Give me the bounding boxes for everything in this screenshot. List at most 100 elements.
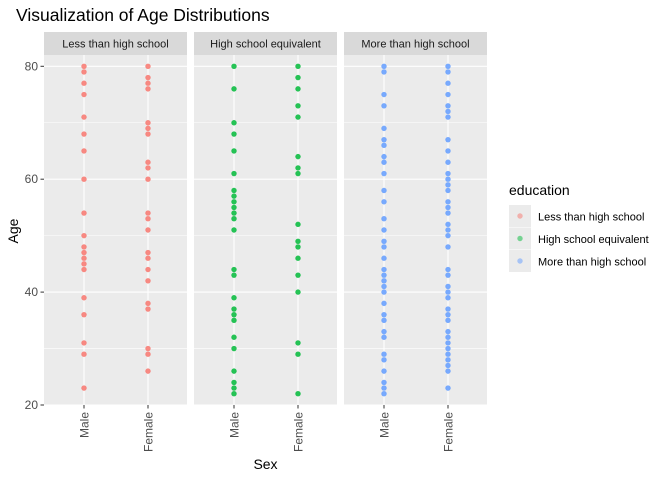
data-point — [381, 103, 387, 109]
facet-panel: High school equivalent Male Female — [194, 32, 337, 452]
data-point — [381, 142, 387, 149]
legend-title: education — [509, 182, 570, 198]
x-tick-label: Male — [228, 412, 242, 438]
data-point — [231, 379, 237, 386]
data-point — [445, 368, 451, 374]
legend-item: More than high school — [509, 250, 646, 272]
data-point — [295, 86, 301, 92]
y-axis-title: Age — [5, 218, 21, 243]
data-point — [445, 221, 451, 228]
data-point — [445, 176, 451, 182]
data-point — [145, 345, 151, 352]
data-point — [295, 255, 301, 261]
data-point — [295, 170, 301, 177]
data-point — [445, 159, 451, 165]
data-point — [381, 187, 387, 194]
data-point — [445, 182, 451, 188]
data-point — [81, 249, 87, 256]
y-tick-label: 20 — [25, 398, 39, 412]
data-point — [231, 385, 237, 391]
data-point — [145, 80, 151, 86]
data-point — [445, 289, 451, 295]
data-point — [445, 227, 451, 233]
data-point — [231, 170, 237, 177]
data-point — [445, 266, 451, 273]
data-point — [231, 120, 237, 126]
data-point — [145, 131, 151, 137]
data-point — [145, 227, 151, 233]
data-point — [145, 86, 151, 92]
data-point — [381, 255, 387, 261]
data-point — [145, 368, 151, 374]
data-point — [445, 69, 451, 75]
data-point — [445, 204, 451, 211]
data-point — [445, 199, 451, 205]
data-point — [381, 170, 387, 177]
data-point — [231, 131, 237, 137]
data-point — [81, 80, 87, 86]
facet-panel: Less than high school Male Female — [44, 32, 187, 452]
y-tick-label: 40 — [25, 285, 39, 299]
data-point — [381, 199, 387, 205]
x-tick-label: Female — [142, 412, 156, 452]
panel-background — [344, 55, 487, 405]
data-point — [381, 63, 387, 69]
data-point — [381, 379, 387, 386]
data-point — [381, 311, 387, 318]
data-point — [381, 227, 387, 233]
data-point — [381, 278, 387, 284]
facet-strip-label: High school equivalent — [210, 39, 321, 51]
data-point — [445, 362, 451, 369]
data-point — [231, 345, 237, 352]
data-point — [231, 266, 237, 273]
data-point — [231, 227, 237, 233]
facet-strip-label: Less than high school — [62, 39, 168, 51]
data-point — [381, 244, 387, 250]
data-point — [81, 176, 87, 182]
data-point — [381, 69, 387, 75]
data-point — [231, 199, 237, 205]
panel-background — [44, 55, 187, 405]
x-tick-label: Female — [292, 412, 306, 452]
data-point — [445, 295, 451, 301]
facet-strip — [344, 32, 487, 55]
data-point — [145, 255, 151, 261]
data-point — [231, 295, 237, 301]
chart-title: Visualization of Age Distributions — [16, 5, 270, 25]
data-point — [231, 334, 237, 340]
panel-background — [194, 55, 337, 405]
facet-strip — [44, 32, 187, 55]
data-point — [231, 306, 237, 312]
data-point — [295, 74, 301, 81]
data-point — [445, 351, 451, 357]
data-point — [81, 69, 87, 75]
data-point — [381, 351, 387, 357]
data-point — [445, 63, 451, 69]
data-point — [295, 103, 301, 109]
data-point — [145, 74, 151, 81]
data-point — [231, 368, 237, 374]
data-point — [295, 114, 301, 120]
data-point — [231, 193, 237, 199]
data-point — [295, 165, 301, 171]
data-point — [445, 357, 451, 363]
data-point — [445, 80, 451, 86]
data-point — [145, 266, 151, 273]
data-point — [445, 340, 451, 346]
data-point — [295, 340, 301, 346]
data-point — [145, 249, 151, 256]
facet-strip-label: More than high school — [361, 39, 469, 51]
data-point — [381, 272, 387, 278]
data-point — [445, 136, 451, 143]
data-point — [81, 232, 87, 239]
legend-item: High school equivalent — [509, 227, 649, 250]
data-point — [231, 272, 237, 278]
data-point — [145, 216, 151, 222]
data-point — [231, 187, 237, 194]
x-tick-label: Female — [442, 412, 456, 452]
data-point — [81, 311, 87, 318]
legend-swatch — [517, 235, 523, 242]
legend: education Less than high school High scho… — [509, 182, 649, 272]
data-point — [381, 391, 387, 397]
data-point — [295, 221, 301, 228]
